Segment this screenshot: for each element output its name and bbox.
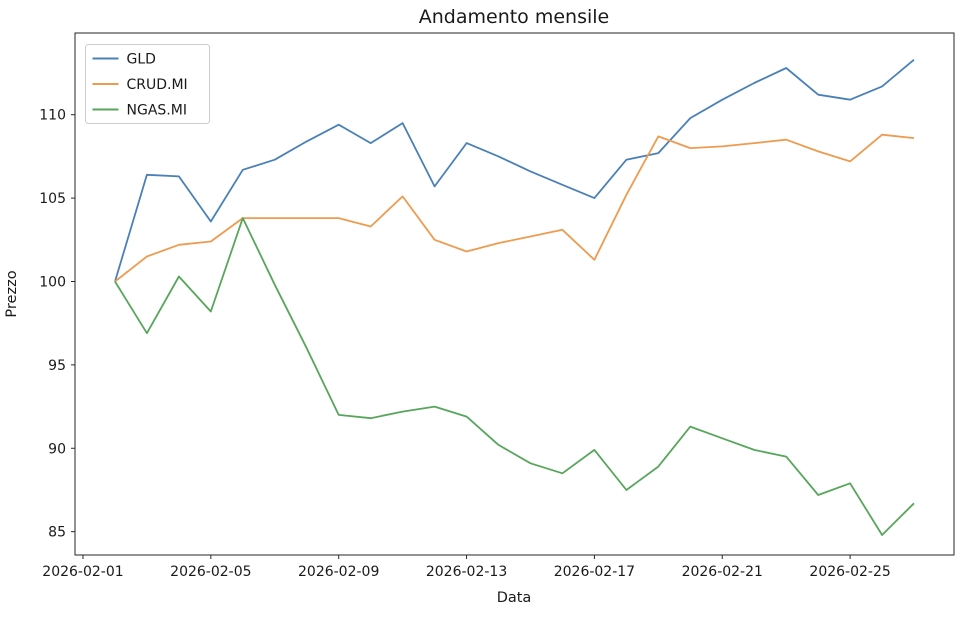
series-line-crud-mi (114, 133, 915, 283)
series-line-ngas-mi (114, 217, 915, 536)
y-tick-label: 85 (48, 525, 66, 541)
x-tick-label: 2026-02-17 (554, 564, 635, 580)
y-tick-label: 105 (39, 191, 66, 207)
x-tick-label: 2026-02-09 (298, 564, 379, 580)
plot-area: 2026-02-01 2026-02-05 2026-02-09 2026-02-13… (39, 32, 955, 580)
x-tick-label: 2026-02-25 (809, 564, 890, 580)
series-line-gld (114, 59, 915, 282)
x-tick-label: 2026-02-01 (42, 564, 123, 580)
x-tick-label: 2026-02-13 (426, 564, 507, 580)
y-axis-label: Prezzo (4, 270, 20, 317)
axes-frame (74, 32, 955, 556)
x-tick-label: 2026-02-21 (682, 564, 763, 580)
x-axis-label: Data (497, 590, 532, 606)
x-tick-label: 2026-02-05 (170, 564, 251, 580)
legend-box (85, 44, 210, 124)
y-tick-label: 100 (39, 274, 66, 290)
y-tick-label: 90 (48, 441, 66, 457)
legend-label-crud-mi: CRUD.MI (127, 77, 188, 93)
y-tick-label: 95 (48, 358, 66, 374)
legend-label-ngas-mi: NGAS.MI (127, 103, 187, 119)
chart-title: Andamento mensile (419, 6, 609, 28)
legend-label-gld: GLD (127, 52, 156, 68)
y-tick-label: 110 (39, 108, 66, 124)
